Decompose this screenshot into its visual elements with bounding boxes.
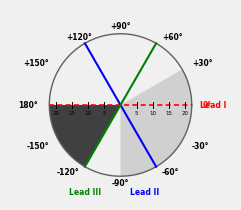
Text: 10: 10 — [85, 111, 92, 116]
Text: -150°: -150° — [27, 142, 49, 151]
Text: -30°: -30° — [192, 142, 209, 151]
Text: -90°: -90° — [112, 178, 129, 188]
Text: 10: 10 — [149, 111, 156, 116]
Text: +30°: +30° — [192, 59, 213, 68]
Wedge shape — [49, 105, 120, 167]
Text: 0°: 0° — [203, 101, 212, 109]
Text: 5: 5 — [135, 111, 138, 116]
Text: +150°: +150° — [23, 59, 49, 68]
Text: +120°: +120° — [66, 34, 92, 42]
Text: 180°: 180° — [18, 101, 38, 109]
Text: 15: 15 — [166, 111, 173, 116]
Text: 15: 15 — [68, 111, 75, 116]
Text: Lead I: Lead I — [200, 101, 226, 109]
Wedge shape — [120, 69, 192, 176]
Text: 5: 5 — [103, 111, 106, 116]
Text: 20: 20 — [182, 111, 189, 116]
Text: Lead III: Lead III — [69, 188, 101, 197]
Text: +60°: +60° — [162, 34, 182, 42]
Text: Lead II: Lead II — [130, 188, 159, 197]
Text: -60°: -60° — [162, 168, 179, 176]
Text: +90°: +90° — [110, 22, 131, 32]
Text: -120°: -120° — [57, 168, 79, 176]
Text: 20: 20 — [52, 111, 59, 116]
